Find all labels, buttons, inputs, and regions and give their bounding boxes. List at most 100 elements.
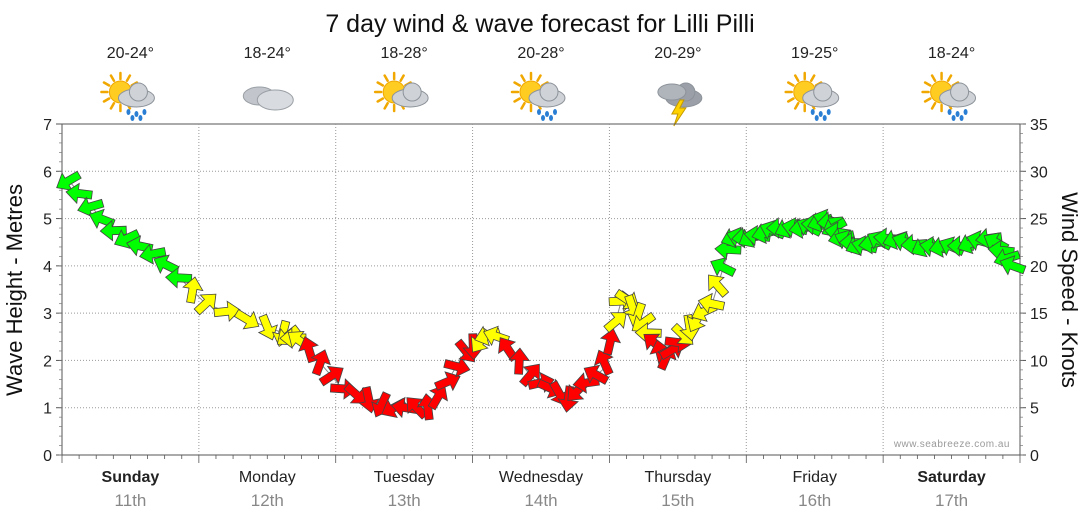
y-tick-label-right: 35 — [1030, 117, 1048, 134]
wind-arrow — [599, 328, 622, 356]
weather-row: 20-24° 18-24° 18-28° 20-28° 20-29° 19-25° 18-2… — [100, 45, 977, 127]
y-tick-label-left: 4 — [43, 259, 52, 276]
y-tick-label-right: 30 — [1030, 164, 1048, 181]
date-label: 11th — [115, 491, 147, 510]
sun-ray — [520, 102, 526, 110]
lightning-bolt — [670, 99, 687, 127]
wind-arrow-shape — [508, 347, 531, 375]
date-label: 16th — [798, 491, 831, 510]
cloud-part — [657, 83, 687, 101]
sun-ray — [930, 102, 937, 110]
day-label: Saturday — [917, 469, 986, 486]
sun-ray — [787, 81, 795, 87]
wind-arrow — [257, 313, 278, 341]
cloud-part — [813, 82, 833, 102]
y-tick-label-left: 7 — [43, 117, 52, 134]
wind-arrow-shape — [599, 328, 622, 356]
sun-rain-icon — [784, 71, 840, 121]
wind-arrow — [233, 309, 260, 330]
wind-arrow — [603, 312, 627, 334]
wind-arrow — [999, 255, 1027, 276]
temperature-label: 18-24° — [244, 45, 291, 62]
temperature-label: 19-25° — [791, 45, 838, 62]
y-tick-label-left: 3 — [43, 306, 52, 323]
sun-ray — [109, 102, 116, 110]
rain-drop — [545, 111, 549, 117]
cloud-part — [256, 89, 294, 111]
day-label: Monday — [239, 469, 296, 486]
cloud-part — [128, 82, 148, 102]
day-label: Friday — [792, 469, 836, 486]
y-tick-label-right: 20 — [1030, 259, 1048, 276]
wind-arrow — [508, 347, 531, 375]
rain-drop — [959, 115, 964, 121]
wind-arrow-shape — [593, 349, 614, 377]
sun-ray — [946, 74, 953, 82]
wind-arrow — [433, 371, 461, 392]
sun-rain-icon — [100, 71, 155, 121]
wind-arrow — [427, 384, 448, 411]
day-label: Wednesday — [499, 469, 583, 486]
rain-drop — [947, 109, 952, 115]
cloud-part — [539, 82, 559, 102]
rain-drop — [963, 109, 968, 115]
sun-cloud-icon — [373, 71, 429, 113]
wind-arrow-shape — [257, 313, 278, 341]
wind-arrow-shape — [298, 336, 319, 364]
date-label: 13th — [388, 491, 421, 510]
sun-ray — [109, 74, 116, 82]
wind-arrow-shape — [114, 229, 141, 249]
wind-arrow-shape — [99, 219, 127, 242]
cloud-part — [402, 82, 422, 102]
y-tick-label-right: 10 — [1030, 353, 1048, 370]
wind-arrow-shape — [603, 312, 627, 334]
temperature-label: 20-24° — [107, 45, 154, 62]
date-label: 15th — [661, 491, 694, 510]
y-tick-label-right: 15 — [1030, 306, 1048, 323]
sun-ray — [793, 74, 800, 82]
wind-arrow — [697, 292, 726, 314]
day-label: Tuesday — [374, 469, 435, 486]
temperature-label: 20-29° — [654, 45, 701, 62]
sun-ray — [520, 74, 526, 82]
temperature-label: 18-24° — [928, 45, 975, 62]
rain-drop — [822, 115, 827, 121]
wind-arrow — [310, 349, 331, 377]
sun-ray — [376, 97, 385, 103]
y-tick-label-left: 5 — [43, 212, 52, 229]
rain-drop — [955, 111, 960, 117]
sun-ray — [125, 74, 132, 82]
cloud — [657, 82, 703, 108]
temperature-label: 18-28° — [380, 45, 427, 62]
sun-ray — [809, 74, 816, 82]
axes: 0 1 2 3 4 5 6 7 0 5 10 15 20 25 30 35 Sunday 11th Monday 12… — [43, 117, 1048, 510]
day-label: Thursday — [645, 469, 712, 486]
wind-arrow — [182, 276, 204, 304]
rain-drop — [814, 115, 819, 121]
wind-arrow-shape — [193, 293, 217, 316]
wind-arrow — [139, 243, 167, 265]
sun-ray — [536, 74, 542, 82]
cloud-part — [950, 82, 970, 102]
sun-rain-icon — [921, 71, 977, 121]
wind-arrow-shape — [233, 309, 260, 330]
day-label: Sunday — [102, 469, 160, 486]
y-axis-title-left: Wave Height - Metres — [2, 184, 27, 396]
wind-arrow-shape — [708, 274, 730, 298]
rain-drop — [126, 109, 131, 115]
cloud — [242, 86, 294, 111]
wind-arrow-shape — [139, 243, 167, 265]
rain-drop — [134, 111, 139, 117]
wind-series — [56, 170, 1027, 421]
date-label: 12th — [251, 491, 284, 510]
wind-arrow-shape — [213, 300, 241, 323]
temperature-label: 20-28° — [517, 45, 564, 62]
wind-arrow-shape — [182, 276, 204, 304]
chart-title: 7 day wind & wave forecast for Lilli Pil… — [325, 10, 754, 38]
rain-drop — [541, 115, 545, 121]
rain-drop — [818, 111, 823, 117]
y-tick-label-left: 2 — [43, 353, 52, 370]
wind-arrow — [708, 274, 730, 298]
wind-arrow — [193, 293, 217, 316]
